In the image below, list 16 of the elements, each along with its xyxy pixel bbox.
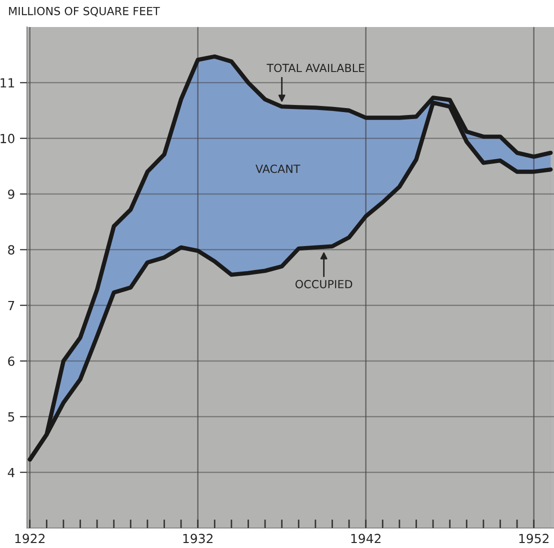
x-tick-label: 1922 bbox=[15, 534, 45, 544]
annotation: TOTAL AVAILABLE bbox=[266, 64, 364, 72]
y-tick-label: 9 bbox=[8, 189, 14, 199]
x-tick-label: 1942 bbox=[351, 534, 380, 544]
y-tick-label: 11 bbox=[0, 78, 14, 88]
y-tick-label: 10 bbox=[0, 134, 14, 144]
y-tick-label: 4 bbox=[8, 468, 14, 478]
y-axis-title: MILLIONS OF SQUARE FEET bbox=[9, 6, 160, 16]
y-tick-label: 8 bbox=[8, 245, 14, 255]
y-tick-label: 6 bbox=[8, 356, 14, 366]
y-tick-label: 5 bbox=[8, 412, 14, 422]
annotation: VACANT bbox=[256, 164, 300, 174]
y-tick-label: 7 bbox=[8, 300, 14, 310]
x-tick-label: 1952 bbox=[519, 534, 548, 544]
annotation: OCCUPIED bbox=[295, 280, 352, 288]
x-tick-label: 1932 bbox=[183, 534, 213, 544]
